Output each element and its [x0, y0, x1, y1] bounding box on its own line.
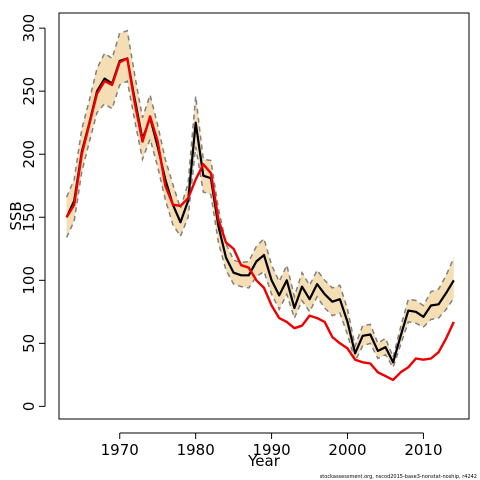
band-lower-line	[65, 79, 455, 370]
y-tick-label: 150	[20, 203, 38, 232]
y-axis-title: SSB	[7, 201, 25, 230]
credit-text: stockassessment.org, nscod2015-base3-non…	[320, 474, 477, 480]
x-tick-label: 1980	[177, 441, 215, 459]
axes: 1970 1980 1990 2000 2010 0 50 100 150 200 250 300	[20, 14, 443, 459]
comparison-line	[65, 57, 455, 382]
series-lines	[65, 57, 455, 382]
plot-frame	[58, 12, 470, 420]
y-tick-label: 200	[20, 140, 38, 169]
y-tick-label: 300	[20, 14, 38, 43]
y-tick-label: 50	[20, 334, 38, 353]
y-tick-label: 250	[20, 77, 38, 106]
y-tick-label: 0	[20, 402, 38, 412]
x-tick-label: 2010	[404, 441, 442, 459]
y-tick-label: 100	[20, 266, 38, 295]
x-tick-label: 1970	[101, 441, 139, 459]
x-axis-title: Year	[247, 452, 281, 470]
band-area	[66, 30, 454, 368]
band-upper-line	[65, 29, 455, 360]
confidence-band	[65, 29, 455, 370]
estimate-line	[65, 57, 455, 364]
x-tick-label: 2000	[328, 441, 366, 459]
x-tick-label: 1990	[252, 441, 290, 459]
